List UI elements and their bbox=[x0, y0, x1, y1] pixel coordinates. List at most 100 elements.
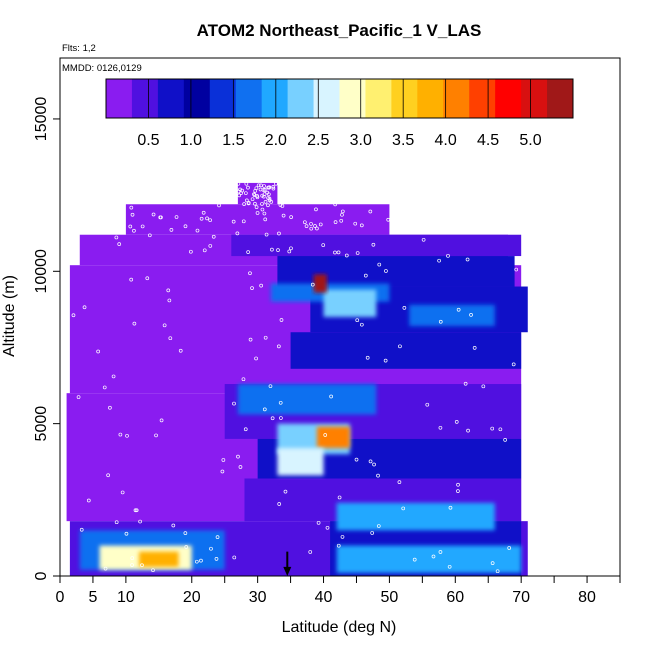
sample-point bbox=[368, 459, 373, 464]
sample-point bbox=[134, 508, 139, 513]
heatmap-layer bbox=[66, 182, 528, 576]
x-axis: 0 5 10 20 30 40 50 60 70 80 bbox=[56, 576, 621, 606]
sample-point bbox=[278, 400, 283, 405]
sample-point bbox=[266, 185, 270, 190]
sample-point bbox=[425, 402, 430, 407]
colorbar-segment bbox=[235, 79, 263, 118]
x-tick-label: 50 bbox=[381, 589, 399, 606]
sample-point bbox=[130, 563, 134, 567]
heatmap-cell bbox=[237, 384, 377, 415]
sample-point bbox=[333, 250, 337, 255]
colorbar-ticks: 0.5 1.0 1.5 2.0 2.5 3.0 3.5 4.0 4.5 5.0 bbox=[137, 79, 542, 149]
colorbar-segment bbox=[313, 79, 340, 118]
sample-point bbox=[266, 196, 270, 200]
y-axis-label: Altitude (m) bbox=[1, 275, 18, 357]
sample-point bbox=[481, 384, 486, 389]
sample-point bbox=[372, 462, 376, 467]
heatmap-cell bbox=[277, 256, 515, 287]
sample-point bbox=[214, 556, 219, 561]
arrow-head bbox=[283, 566, 292, 576]
sample-point bbox=[263, 335, 268, 340]
x-tick-label: 5 bbox=[88, 589, 97, 606]
sample-point bbox=[276, 248, 280, 252]
colorbar-segment bbox=[106, 79, 133, 118]
sample-point bbox=[241, 377, 246, 382]
sample-point bbox=[248, 337, 253, 342]
sample-point bbox=[211, 234, 216, 239]
sample-point bbox=[310, 282, 315, 287]
sample-point bbox=[201, 210, 206, 215]
heatmap-cell bbox=[336, 502, 495, 531]
sample-point bbox=[132, 321, 137, 326]
sample-point bbox=[117, 242, 122, 246]
colorbar-segment bbox=[469, 79, 496, 118]
sample-point bbox=[333, 202, 338, 207]
sample-point bbox=[498, 427, 503, 432]
sample-point bbox=[323, 433, 328, 437]
sample-point bbox=[466, 428, 470, 433]
sample-point bbox=[270, 247, 274, 252]
x-tick-label: 30 bbox=[249, 589, 267, 606]
sample-point bbox=[325, 525, 330, 530]
x-tick-label: 0 bbox=[56, 589, 65, 606]
sample-point bbox=[402, 306, 407, 310]
sample-point bbox=[232, 401, 236, 406]
colorbar-segment bbox=[365, 79, 392, 118]
sample-point bbox=[138, 519, 142, 524]
x-tick-label: 80 bbox=[578, 589, 596, 606]
sample-point bbox=[194, 559, 199, 564]
heatmap-cell bbox=[409, 304, 495, 327]
colorbar-tick-label: 1.5 bbox=[222, 132, 244, 149]
sample-point bbox=[205, 216, 209, 221]
sample-point bbox=[171, 523, 176, 528]
sample-point bbox=[313, 224, 317, 228]
colorbar-tick-label: 0.5 bbox=[137, 132, 159, 149]
sample-point bbox=[279, 318, 284, 322]
sample-point bbox=[263, 200, 268, 204]
sample-point bbox=[265, 190, 270, 195]
sample-point bbox=[202, 248, 207, 253]
sample-point bbox=[431, 554, 436, 559]
sample-point bbox=[256, 183, 261, 188]
sample-point bbox=[220, 469, 225, 474]
sample-point bbox=[277, 502, 282, 506]
sample-point bbox=[309, 222, 313, 226]
sample-point bbox=[463, 381, 468, 386]
y-tick-label: 15000 bbox=[33, 97, 50, 142]
sample-point bbox=[514, 267, 519, 272]
sample-point bbox=[397, 480, 402, 484]
sample-point bbox=[253, 188, 258, 193]
sample-point bbox=[344, 253, 349, 258]
sample-point bbox=[359, 223, 364, 228]
sample-point bbox=[151, 212, 156, 217]
heatmap-cell bbox=[139, 551, 179, 567]
sample-point bbox=[279, 416, 283, 420]
sample-point bbox=[133, 508, 138, 513]
sample-point bbox=[421, 237, 426, 242]
sample-point bbox=[309, 226, 314, 231]
sample-point bbox=[304, 224, 309, 228]
sample-point bbox=[199, 216, 204, 221]
colorbar-segment bbox=[547, 79, 574, 118]
sample-point bbox=[254, 356, 258, 361]
sample-point bbox=[108, 405, 112, 410]
sample-point bbox=[355, 251, 360, 255]
sample-point bbox=[114, 520, 119, 525]
sample-point bbox=[359, 322, 364, 327]
x-tick-label: 60 bbox=[446, 589, 464, 606]
sample-point bbox=[456, 307, 461, 312]
sample-point bbox=[365, 355, 370, 360]
sample-point bbox=[140, 563, 144, 568]
colorbar-segment bbox=[131, 79, 159, 118]
sample-point bbox=[447, 564, 452, 569]
sample-point bbox=[76, 395, 81, 399]
sample-point bbox=[490, 561, 495, 565]
sample-point bbox=[386, 217, 391, 222]
sample-point bbox=[102, 385, 107, 390]
sample-point bbox=[340, 212, 344, 217]
sample-point bbox=[456, 482, 460, 487]
sample-point bbox=[263, 217, 268, 222]
colorbar-segment bbox=[417, 79, 444, 118]
sample-point bbox=[384, 269, 388, 273]
